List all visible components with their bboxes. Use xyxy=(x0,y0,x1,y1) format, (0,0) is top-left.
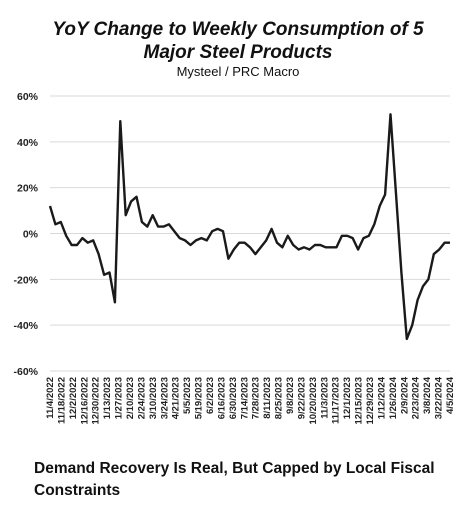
x-tick-label: 8/25/2023 xyxy=(274,377,285,419)
x-tick-label: 3/10/2023 xyxy=(148,377,159,419)
x-tick-label: 1/13/2023 xyxy=(102,377,113,419)
y-tick-label: -20% xyxy=(13,274,38,286)
chart-subtitle: Mysteel / PRC Macro xyxy=(176,64,300,79)
x-tick-label: 6/16/2023 xyxy=(216,377,227,419)
x-tick-label: 3/22/2024 xyxy=(434,376,445,419)
x-tick-label: 12/2/2022 xyxy=(68,377,79,419)
y-tick-label: 40% xyxy=(17,137,39,149)
x-tick-label: 2/9/2024 xyxy=(399,376,410,414)
x-tick-label: 3/24/2023 xyxy=(159,377,170,419)
x-tick-label: 6/2/2023 xyxy=(205,377,216,414)
y-tick-label: 0% xyxy=(23,229,39,241)
x-tick-label: 12/30/2022 xyxy=(91,377,102,425)
grid-lines xyxy=(50,95,450,372)
chart-title-line-2: Major Steel Products xyxy=(143,42,333,63)
x-tick-label: 1/27/2023 xyxy=(114,377,125,419)
x-tick-label: 1/26/2024 xyxy=(388,376,399,419)
y-tick-label: -40% xyxy=(13,320,38,332)
x-tick-label: 12/29/2023 xyxy=(365,377,376,425)
x-tick-label: 6/30/2023 xyxy=(228,377,239,419)
x-tick-label: 4/21/2023 xyxy=(171,377,182,419)
y-tick-label: 60% xyxy=(17,91,39,103)
x-tick-label: 9/22/2023 xyxy=(296,377,307,419)
x-tick-label: 12/15/2023 xyxy=(354,377,365,425)
x-tick-label: 11/4/2022 xyxy=(45,377,56,419)
x-tick-label: 4/5/2024 xyxy=(445,376,456,414)
x-tick-label: 2/10/2023 xyxy=(125,377,136,419)
chart-caption: Demand Recovery Is Real, But Capped by L… xyxy=(34,460,435,499)
x-tick-label: 1/12/2024 xyxy=(376,376,387,419)
x-tick-label: 11/18/2022 xyxy=(56,377,67,424)
chart-title-line-1: YoY Change to Weekly Consumption of 5 xyxy=(52,19,424,40)
y-tick-label: 20% xyxy=(17,183,39,195)
x-tick-label: 5/19/2023 xyxy=(194,377,205,419)
x-tick-label: 5/5/2023 xyxy=(182,377,193,414)
x-tick-label: 7/28/2023 xyxy=(251,377,262,419)
chart-title: YoY Change to Weekly Consumption of 5 Ma… xyxy=(0,18,476,64)
x-tick-label: 7/14/2023 xyxy=(239,377,250,419)
x-tick-label: 3/8/2024 xyxy=(422,376,433,414)
x-axis-tick-labels: 11/4/2022 11/18/2022 12/2/2022 12/16/2022 12… xyxy=(45,376,456,424)
y-tick-label: -60% xyxy=(13,366,38,378)
x-tick-label: 8/11/2023 xyxy=(262,377,273,419)
x-tick-label: 10/20/2023 xyxy=(308,377,319,425)
x-tick-label: 12/16/2022 xyxy=(79,377,90,425)
x-tick-label: 11/17/2023 xyxy=(331,377,342,424)
x-tick-label: 12/1/2023 xyxy=(342,377,353,419)
series-layer xyxy=(48,113,450,341)
x-tick-label: 11/3/2023 xyxy=(319,377,330,419)
series-line xyxy=(48,113,450,341)
x-tick-label: 9/8/2023 xyxy=(285,377,296,414)
x-tick-label: 2/23/2024 xyxy=(411,376,422,419)
y-axis-tick-labels: 60% 40% 20% 0% -20% -40% -60% xyxy=(13,91,38,378)
x-tick-label: 2/24/2023 xyxy=(136,377,147,419)
